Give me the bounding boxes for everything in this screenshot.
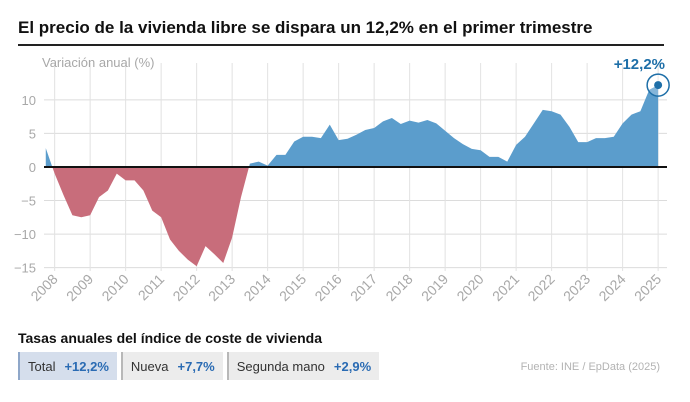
chart-title: El precio de la vivienda libre se dispar… [18, 18, 593, 37]
x-tick-label: 2019 [418, 271, 451, 304]
y-tick-label: 10 [22, 93, 36, 108]
last-value-marker[interactable] [646, 73, 670, 97]
x-tick-label: 2008 [27, 271, 60, 304]
y-tick-label: −10 [14, 227, 36, 242]
y-tick-label: 5 [29, 126, 36, 141]
y-tick-label: −5 [21, 194, 36, 209]
x-tick-label: 2015 [276, 271, 309, 304]
x-tick-label: 2011 [135, 271, 168, 304]
tab-nueva[interactable]: Nueva +7,7% [120, 352, 223, 380]
x-tick-label: 2017 [347, 271, 380, 304]
x-tick-label: 2023 [560, 271, 593, 304]
tab-segunda-mano-label: Segunda mano [236, 358, 325, 374]
marker-dot [654, 81, 663, 90]
x-tick-label: 2009 [63, 271, 96, 304]
x-tick-label: 2022 [524, 271, 557, 304]
y-axis-label: Variación anual (%) [42, 55, 154, 70]
x-tick-label: 2021 [489, 271, 522, 304]
tab-total[interactable]: Total +12,2% [18, 352, 117, 380]
price-chart: Variación anual (%) 10 5 0 −5 −10 −15 2008 200… [14, 55, 670, 304]
x-tick-label: 2024 [595, 271, 628, 304]
tab-segunda-mano-value: +2,9% [333, 358, 372, 374]
section-title: Tasas anuales del índice de coste de viv… [18, 330, 322, 346]
tab-segunda-mano[interactable]: Segunda mano +2,9% [226, 352, 380, 380]
last-value-label: +12,2% [614, 56, 665, 73]
y-gridlines [44, 99, 667, 269]
x-tick-label: 2014 [240, 271, 273, 304]
x-tick-label: 2013 [205, 271, 238, 304]
source-note: Fuente: INE / EpData (2025) [520, 361, 660, 373]
positive-area [45, 85, 659, 167]
x-tick-label: 2012 [169, 271, 202, 304]
x-tick-label: 2018 [382, 271, 415, 304]
tab-total-label: Total [28, 358, 56, 374]
tab-nueva-label: Nueva [130, 358, 169, 374]
x-tick-label: 2010 [98, 271, 131, 304]
x-tick-label: 2016 [311, 271, 344, 304]
y-tick-labels: 10 5 0 −5 −10 −15 [14, 93, 36, 276]
negative-area [52, 166, 250, 267]
x-tick-label: 2020 [453, 271, 486, 304]
x-tick-label: 2025 [631, 271, 664, 304]
x-tick-labels: 2008 2009 2010 2011 2012 2013 2014 2015 2016 2017… [27, 271, 664, 304]
tab-total-value: +12,2% [64, 358, 109, 374]
title-divider [18, 44, 664, 46]
y-tick-label: 0 [29, 160, 36, 175]
series-tabs: Total +12,2% Nueva +7,7% Segunda mano +2… [18, 352, 383, 380]
y-tick-label: −15 [14, 261, 36, 276]
tab-nueva-value: +7,7% [177, 358, 215, 374]
